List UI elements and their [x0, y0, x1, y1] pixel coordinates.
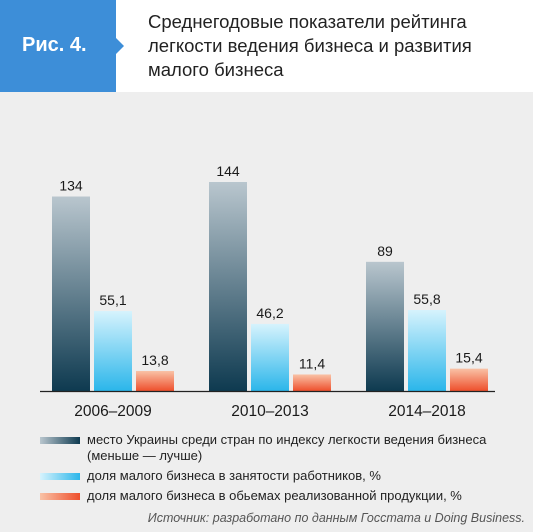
- bar-chart: 134 144 89 55,1 46,2 55,8 13,8 11,4 15,4 2006–200…: [40, 163, 495, 420]
- legend-item-output: доля малого бизнеса в обьемах реализован…: [40, 488, 520, 504]
- data-label-0-1: 144: [216, 163, 240, 179]
- x-tick-label-0: 2006–2009: [74, 403, 152, 420]
- bar-0-1: [209, 182, 247, 391]
- data-label-1-2: 55,8: [413, 291, 440, 307]
- bar-0-2: [366, 261, 404, 391]
- legend-swatch-employment: [40, 473, 80, 480]
- bar-2-0: [136, 370, 174, 391]
- legend-swatch-rank: [40, 437, 80, 444]
- chart-legend: место Украины среди стран по индексу лег…: [40, 432, 520, 508]
- bar-1-0: [94, 311, 132, 391]
- figure-badge-shape: [0, 0, 124, 92]
- source-note: Источник: разработано по данным Госстата…: [147, 511, 525, 525]
- legend-item-rank: место Украины среди стран по индексу лег…: [40, 432, 520, 464]
- figure-title: Среднегодовые показатели рейтинга легкос…: [148, 10, 518, 82]
- x-tick-label-2: 2014–2018: [388, 403, 466, 420]
- figure-badge: Рис. 4.: [0, 0, 124, 92]
- bar-1-1: [251, 323, 289, 391]
- bar-0-0: [52, 196, 90, 391]
- data-label-2-1: 11,4: [299, 355, 325, 371]
- figure-title-line-3: малого бизнеса: [148, 59, 284, 80]
- bar-1-2: [408, 310, 446, 391]
- figure-label: Рис. 4.: [22, 34, 87, 56]
- bar-2-1: [293, 374, 331, 391]
- data-label-2-0: 13,8: [141, 352, 168, 368]
- data-label-1-0: 55,1: [99, 292, 126, 308]
- x-tick-label-1: 2010–2013: [231, 403, 309, 420]
- data-label-0-0: 134: [59, 178, 83, 194]
- legend-item-employment: доля малого бизнеса в занятости работник…: [40, 468, 520, 484]
- data-label-0-2: 89: [377, 243, 393, 259]
- legend-swatch-output: [40, 493, 80, 500]
- legend-label-output: доля малого бизнеса в обьемах реализован…: [87, 488, 462, 503]
- data-label-1-1: 46,2: [256, 305, 283, 321]
- legend-label-employment: доля малого бизнеса в занятости работник…: [87, 468, 381, 483]
- figure-title-line-2: легкости ведения бизнеса и развития: [148, 35, 472, 56]
- legend-label-rank: место Украины среди стран по индексу лег…: [87, 432, 487, 463]
- data-label-2-2: 15,4: [455, 350, 482, 366]
- figure-title-line-1: Среднегодовые показатели рейтинга: [148, 11, 467, 32]
- bar-2-2: [450, 368, 488, 391]
